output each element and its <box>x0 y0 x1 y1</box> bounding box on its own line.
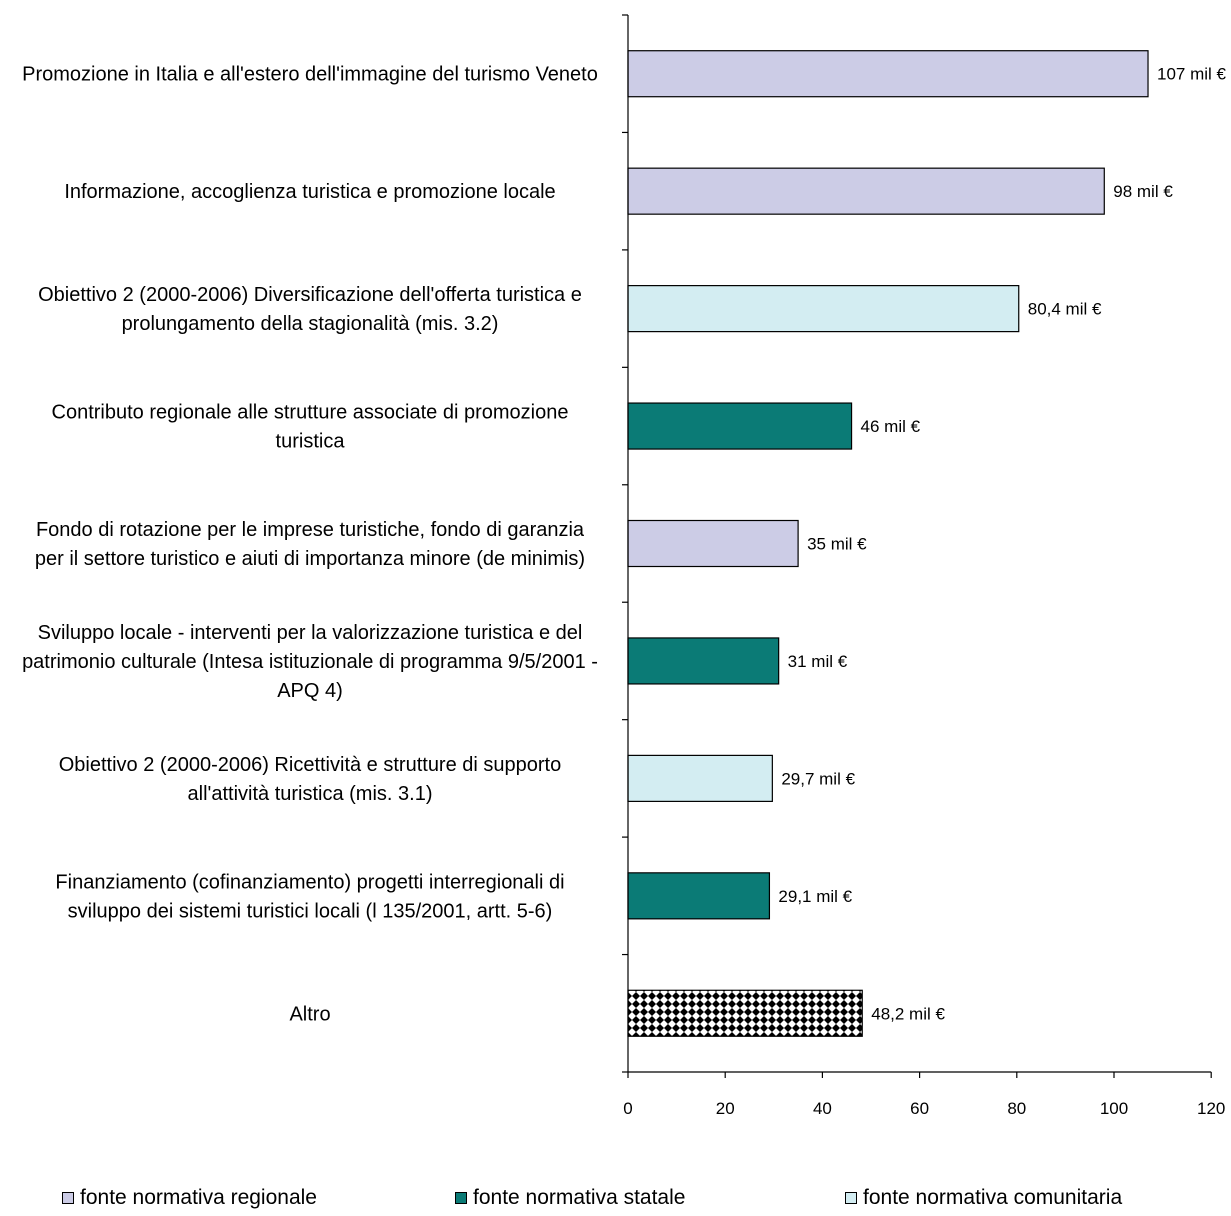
data-label-5: 31 mil € <box>788 652 848 671</box>
legend-item-regionale: fonte normativa regionale <box>62 1186 317 1210</box>
category-labels: Promozione in Italia e all'estero dell'i… <box>22 64 598 1026</box>
legend-label-statale: fonte normativa statale <box>473 1186 686 1209</box>
legend: fonte normativa regionale fonte normativ… <box>0 1186 1231 1216</box>
bar-5 <box>627 637 780 685</box>
x-tick-label-6: 120 <box>1197 1099 1225 1118</box>
data-label-1: 98 mil € <box>1113 182 1173 201</box>
x-tick-label-2: 40 <box>813 1099 832 1118</box>
category-label-2: Obiettivo 2 (2000-2006) Diversificazione… <box>38 284 582 335</box>
legend-label-comunitaria: fonte normativa comunitaria <box>863 1186 1123 1209</box>
data-label-4: 35 mil € <box>807 535 867 554</box>
bar-6 <box>627 754 773 802</box>
x-tick-label-5: 100 <box>1100 1099 1128 1118</box>
x-tick-label-3: 60 <box>910 1099 929 1118</box>
bar-4 <box>627 519 799 568</box>
x-tick-label-4: 80 <box>1007 1099 1026 1118</box>
category-label-1: Informazione, accoglienza turistica e pr… <box>64 181 555 203</box>
category-label-0: Promozione in Italia e all'estero dell'i… <box>22 64 598 86</box>
x-tick-label-0: 0 <box>623 1099 632 1118</box>
category-label-4: Fondo di rotazione per le imprese turist… <box>35 519 585 570</box>
category-label-5: Sviluppo locale - interventi per la valo… <box>22 622 598 702</box>
axes <box>622 14 1212 1078</box>
legend-label-regionale: fonte normativa regionale <box>80 1186 317 1209</box>
legend-item-statale: fonte normativa statale <box>455 1186 685 1210</box>
bar-8 <box>627 989 863 1037</box>
data-label-6: 29,7 mil € <box>781 769 855 788</box>
x-tick-label-1: 20 <box>716 1099 735 1118</box>
x-tick-labels: 0 20 40 60 80 100 120 <box>623 1099 1225 1118</box>
bars-group <box>627 50 1149 1037</box>
bar-chart-plot: Promozione in Italia e all'estero dell'i… <box>22 14 1227 1118</box>
bar-0 <box>627 50 1149 98</box>
category-label-8: Altro <box>289 1003 330 1025</box>
data-labels: 107 mil € 98 mil € 80,4 mil € 46 mil € 35 mi… <box>778 65 1226 1024</box>
legend-item-comunitaria: fonte normativa comunitaria <box>845 1186 1122 1210</box>
data-label-2: 80,4 mil € <box>1028 300 1102 319</box>
data-label-7: 29,1 mil € <box>778 887 852 906</box>
bar-3 <box>627 402 853 450</box>
legend-swatch-comunitaria <box>845 1192 857 1204</box>
legend-swatch-regionale <box>62 1192 74 1204</box>
bar-1 <box>627 167 1105 215</box>
category-label-7: Finanziamento (cofinanziamento) progetti… <box>55 871 564 922</box>
legend-swatch-statale <box>455 1192 467 1204</box>
category-label-6: Obiettivo 2 (2000-2006) Ricettività e st… <box>59 754 561 805</box>
data-label-8: 48,2 mil € <box>871 1004 945 1023</box>
bar-2 <box>627 285 1020 333</box>
data-label-0: 107 mil € <box>1157 65 1227 84</box>
bar-7 <box>627 872 771 920</box>
data-label-3: 46 mil € <box>861 417 921 436</box>
category-label-3: Contributo regionale alle strutture asso… <box>52 402 569 453</box>
